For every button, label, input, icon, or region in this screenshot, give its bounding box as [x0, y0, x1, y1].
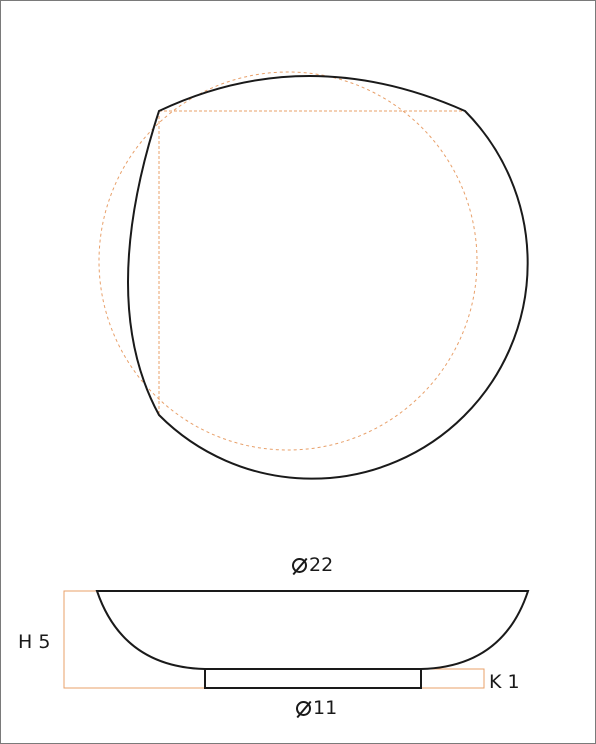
diameter-icon	[292, 558, 307, 573]
base-height-label: K 1	[489, 671, 520, 693]
bowl-base	[204, 668, 422, 689]
height-label: H 5	[18, 631, 51, 653]
top-diameter-label: 22	[292, 556, 333, 575]
bowl-profile	[95, 590, 530, 670]
bowl-outline-top	[127, 75, 529, 480]
reference-circle	[98, 71, 478, 451]
base-diameter-label: 11	[296, 699, 337, 718]
top-diameter-value: 22	[309, 554, 334, 576]
base-height-bracket	[421, 668, 485, 689]
base-diameter-value: 11	[313, 697, 338, 719]
top-view	[98, 71, 529, 480]
height-bracket	[63, 590, 205, 689]
diameter-icon	[296, 701, 311, 716]
side-view	[63, 590, 530, 689]
